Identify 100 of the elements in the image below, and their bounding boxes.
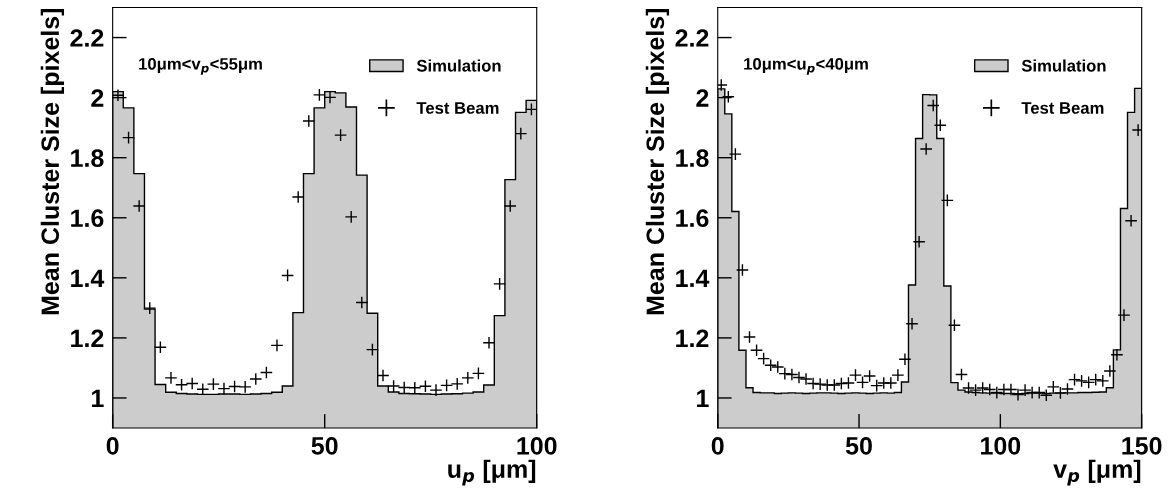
point bbox=[962, 381, 976, 395]
point bbox=[792, 371, 806, 385]
point bbox=[334, 128, 348, 142]
x-axis-title: u$_{p}$ [μm] bbox=[448, 459, 536, 486]
y-tick-label: 2.2 bbox=[70, 29, 104, 47]
y-tick-label: 2.2 bbox=[675, 29, 709, 47]
y-axis-title: Mean Cluster Size [pixels] bbox=[645, 8, 670, 315]
point bbox=[1096, 374, 1110, 388]
x-tick-label: 50 bbox=[311, 437, 338, 455]
x-axis-title: v$_{p}$ [μm] bbox=[1053, 459, 1141, 486]
point bbox=[912, 235, 926, 249]
x-tick-label: 100 bbox=[517, 437, 557, 455]
point bbox=[281, 268, 295, 282]
point bbox=[1110, 348, 1124, 362]
point bbox=[514, 127, 528, 141]
point bbox=[947, 318, 961, 332]
point bbox=[175, 378, 189, 392]
point bbox=[249, 372, 263, 386]
point bbox=[408, 381, 422, 395]
y-tick-label: 1 bbox=[92, 389, 104, 408]
point bbox=[926, 98, 940, 112]
point bbox=[238, 380, 252, 394]
y-tick-label: 1.8 bbox=[71, 149, 104, 167]
point bbox=[270, 338, 284, 352]
point bbox=[954, 368, 968, 382]
point bbox=[132, 199, 146, 213]
x-tick-label: 150 bbox=[1122, 437, 1162, 455]
y-tick-label: 2 bbox=[696, 89, 709, 107]
point bbox=[778, 367, 792, 381]
x-tick-label: 50 bbox=[845, 437, 872, 455]
point bbox=[291, 190, 305, 204]
point bbox=[493, 277, 507, 291]
x-tick-label: 100 bbox=[981, 437, 1021, 455]
point bbox=[387, 379, 401, 393]
point bbox=[471, 366, 485, 380]
point bbox=[376, 368, 390, 382]
point bbox=[461, 371, 475, 385]
point bbox=[1032, 386, 1046, 400]
point bbox=[440, 378, 454, 392]
point bbox=[799, 372, 813, 386]
y-tick-label: 1.6 bbox=[676, 209, 709, 228]
point bbox=[940, 193, 954, 207]
legend-label: Test Beam bbox=[416, 102, 499, 114]
point bbox=[1075, 374, 1089, 388]
x-tick-label: 0 bbox=[106, 437, 119, 455]
point bbox=[905, 317, 919, 331]
annotation: 10μm<u$_{p}$<40μm bbox=[744, 57, 868, 75]
legend-label: Simulation bbox=[416, 59, 501, 72]
y-tick-label: 1.8 bbox=[676, 149, 709, 167]
point bbox=[1068, 373, 1082, 387]
point bbox=[1117, 308, 1131, 322]
point bbox=[217, 382, 231, 396]
annotation: 10μm<v$_{p}$<55μm bbox=[139, 57, 262, 75]
y-tick-label: 1.6 bbox=[71, 209, 104, 228]
point bbox=[365, 343, 379, 357]
point bbox=[1103, 364, 1117, 378]
y-axis-title: Mean Cluster Size [pixels] bbox=[40, 8, 65, 315]
point bbox=[1124, 214, 1138, 228]
point bbox=[933, 118, 947, 132]
y-tick-label: 1.2 bbox=[71, 329, 104, 347]
point bbox=[524, 102, 537, 116]
point bbox=[153, 340, 167, 354]
point bbox=[355, 295, 369, 309]
point bbox=[185, 377, 199, 391]
point bbox=[259, 365, 273, 379]
legend-label: Test Beam bbox=[1021, 102, 1104, 114]
point bbox=[771, 360, 785, 374]
point bbox=[983, 383, 997, 397]
point bbox=[164, 371, 178, 385]
point bbox=[482, 336, 496, 350]
point bbox=[1004, 383, 1018, 397]
point bbox=[764, 358, 778, 372]
point bbox=[429, 383, 443, 397]
point bbox=[302, 114, 316, 128]
point bbox=[813, 377, 827, 391]
point bbox=[344, 210, 358, 224]
y-tick-label: 2 bbox=[91, 89, 104, 107]
point bbox=[228, 380, 242, 394]
point bbox=[312, 88, 326, 102]
point bbox=[785, 368, 799, 382]
point bbox=[728, 147, 742, 161]
point bbox=[969, 383, 983, 397]
point bbox=[827, 378, 841, 392]
y-tick-label: 1.4 bbox=[676, 269, 710, 287]
point bbox=[143, 301, 157, 315]
point bbox=[323, 90, 337, 104]
point bbox=[743, 330, 757, 344]
point bbox=[735, 263, 749, 277]
point bbox=[418, 379, 432, 393]
point bbox=[122, 131, 136, 145]
point bbox=[976, 381, 990, 395]
point bbox=[898, 352, 912, 366]
y-tick-label: 1.2 bbox=[676, 329, 709, 347]
point bbox=[450, 377, 464, 391]
point bbox=[112, 88, 125, 102]
point bbox=[503, 199, 517, 213]
y-tick-label: 1 bbox=[697, 389, 709, 408]
legend-label: Simulation bbox=[1021, 59, 1106, 72]
point bbox=[750, 343, 764, 357]
point bbox=[397, 380, 411, 394]
